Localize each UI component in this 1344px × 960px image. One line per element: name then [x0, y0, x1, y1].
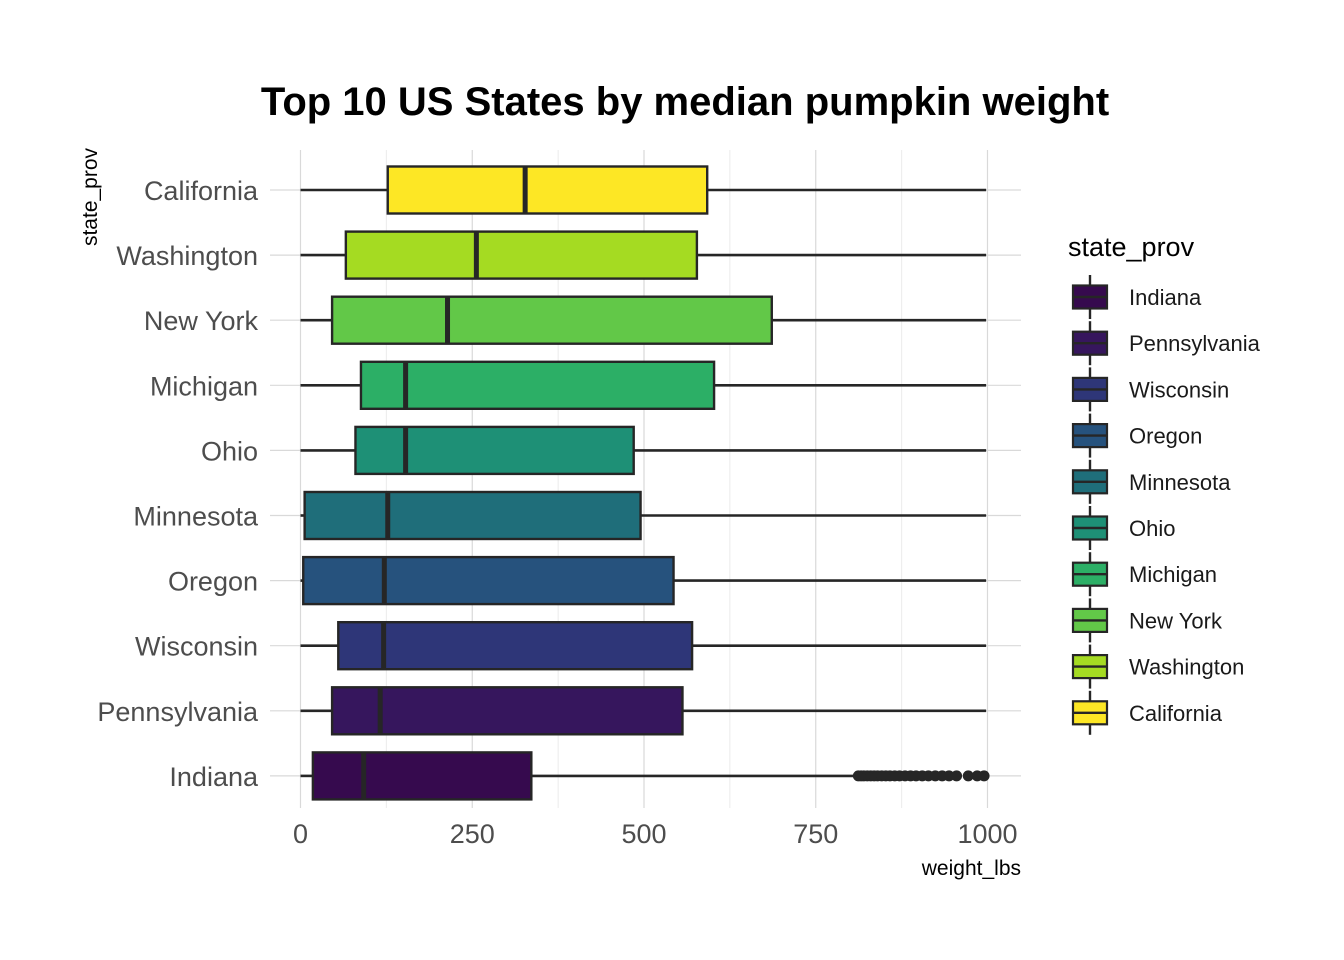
y-tick-label: Washington [116, 241, 258, 271]
outlier-point [943, 770, 955, 782]
box-michigan [300, 360, 987, 410]
y-tick-label: New York [144, 306, 259, 336]
legend-label: Wisconsin [1129, 377, 1229, 402]
box-iqr [302, 555, 675, 606]
legend: state_prov Indiana Pennsylvania Wisconsin O… [1068, 232, 1261, 735]
x-tick-labels: 0 250 500 750 1000 [293, 819, 1018, 849]
y-tick-label: California [144, 176, 259, 206]
outlier-point [951, 770, 963, 782]
legend-label: Indiana [1129, 285, 1202, 310]
x-axis-label: weight_lbs [921, 857, 1021, 880]
box-california [300, 165, 987, 215]
legend-label: Minnesota [1129, 470, 1231, 495]
legend-label: California [1129, 701, 1223, 726]
legend-item: California [1071, 690, 1223, 735]
legend-label: Ohio [1129, 516, 1175, 541]
y-tick-labels: Indiana Pennsylvania Wisconsin Oregon Minnes… [97, 176, 259, 792]
legend-item: Wisconsin [1071, 367, 1229, 412]
outlier-point [978, 770, 990, 782]
box-new-york [300, 295, 987, 345]
y-tick-label: Minnesota [133, 502, 259, 532]
box-oregon [300, 555, 987, 606]
box-pennsylvania [300, 686, 987, 736]
y-axis-label: state_prov [79, 147, 102, 246]
box-minnesota [300, 490, 987, 541]
x-tick-label: 500 [621, 819, 666, 849]
box-iqr [330, 686, 684, 736]
box-iqr [386, 165, 709, 215]
box-wisconsin [300, 621, 987, 671]
box-ohio [300, 425, 987, 476]
legend-item: Oregon [1071, 413, 1202, 458]
x-tick-label: 750 [793, 819, 838, 849]
box-washington [300, 230, 987, 280]
legend-item: Ohio [1071, 506, 1175, 550]
legend-item: Pennsylvania [1071, 321, 1261, 366]
box-plots [300, 165, 990, 801]
box-iqr [359, 360, 716, 410]
legend-label: Pennsylvania [1129, 331, 1261, 356]
legend-label: Michigan [1129, 562, 1217, 587]
y-tick-label: Pennsylvania [97, 697, 259, 727]
legend-item: New York [1071, 598, 1223, 643]
x-tick-label: 0 [293, 819, 308, 849]
y-tick-label: Oregon [168, 567, 258, 597]
legend-item: Michigan [1071, 552, 1217, 597]
legend-title: state_prov [1068, 232, 1195, 262]
y-tick-label: Michigan [150, 371, 258, 401]
legend-item: Washington [1071, 644, 1244, 689]
outlier-point [962, 770, 974, 782]
legend-label: New York [1129, 608, 1223, 633]
y-tick-label: Wisconsin [135, 632, 258, 662]
x-tick-label: 1000 [957, 819, 1017, 849]
legend-items: Indiana Pennsylvania Wisconsin Oregon Minnes… [1071, 275, 1261, 735]
chart-title: Top 10 US States by median pumpkin weigh… [261, 80, 1109, 124]
y-tick-label: Ohio [201, 436, 258, 466]
legend-label: Oregon [1129, 424, 1202, 449]
legend-item: Minnesota [1071, 459, 1231, 504]
box-iqr [330, 295, 773, 345]
box-iqr [344, 230, 699, 280]
x-tick-label: 250 [450, 819, 495, 849]
box-iqr [303, 490, 642, 541]
box-indiana [300, 751, 990, 801]
legend-item: Indiana [1071, 275, 1202, 319]
box-iqr [337, 621, 694, 671]
box-iqr [311, 751, 533, 801]
box-iqr [354, 425, 635, 476]
legend-label: Washington [1129, 655, 1244, 680]
y-tick-label: Indiana [169, 762, 259, 792]
